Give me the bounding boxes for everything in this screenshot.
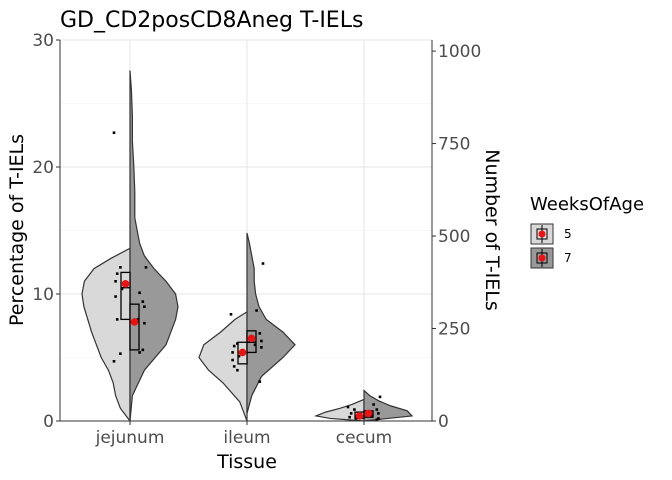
point-cecum-week-7: [375, 418, 379, 422]
legend-label-week-5: 5: [564, 227, 572, 241]
violin-jejunum-week-5: [81, 247, 131, 423]
y2-tick-label: 0: [438, 412, 449, 432]
axes: 0 10 20 30 0 250 500 750 1000 jejunum ileum cecum: [32, 31, 481, 448]
legend-key-mean: [538, 230, 546, 238]
mean-cecum-week-7: [364, 409, 373, 418]
legend-label-week-7: 7: [564, 251, 572, 265]
violin-ileum-week-5: [198, 310, 248, 422]
chart-title: GD_CD2posCD8Aneg T-IELs: [60, 8, 363, 33]
mean-cecum-week-5: [355, 412, 364, 420]
mean-ileum-week-5: [238, 348, 247, 357]
point-jejunum-week-5: [112, 131, 116, 135]
violins: [81, 70, 414, 423]
point-jejunum-week-7: [143, 321, 146, 325]
point-ileum-week-5: [236, 342, 239, 345]
y-axis-label: Percentage of T-IELs: [6, 134, 28, 326]
point-jejunum-week-7: [143, 305, 146, 308]
point-ileum-week-7: [255, 309, 258, 312]
secondary-y-axis-label: Number of T-IELs: [481, 149, 503, 311]
point-jejunum-week-5: [115, 318, 119, 321]
point-cecum-week-7: [370, 414, 374, 418]
mean-jejunum-week-5: [121, 280, 130, 288]
point-jejunum-week-7: [138, 291, 141, 295]
point-ileum-week-5: [229, 313, 233, 316]
mean-ileum-week-7: [247, 334, 256, 343]
y-tick-label: 30: [32, 31, 54, 51]
point-jejunum-week-5: [114, 280, 117, 283]
y2-tick-label: 1000: [438, 42, 481, 62]
violin-ileum-week-7: [246, 232, 296, 414]
point-cecum-week-5: [349, 412, 353, 415]
box-jejunum-week-5: [120, 271, 131, 321]
x-axis-label: Tissue: [216, 451, 277, 473]
point-ileum-week-5: [237, 354, 241, 358]
point-cecum-week-7: [377, 412, 380, 415]
point-ileum-week-7: [253, 343, 257, 347]
y2-tick-label: 250: [438, 320, 470, 340]
point-cecum-week-5: [353, 408, 356, 411]
point-jejunum-week-7: [138, 351, 141, 354]
y2-tick-label: 500: [438, 227, 470, 247]
violin-jejunum-week-7: [129, 70, 179, 422]
point-ileum-week-5: [231, 351, 234, 354]
point-ileum-week-5: [231, 358, 234, 362]
point-jejunum-week-7: [141, 348, 145, 352]
point-ileum-week-7: [258, 380, 262, 383]
point-ileum-week-7: [261, 262, 265, 265]
point-ileum-week-5: [236, 368, 239, 372]
legend-key-mean: [538, 254, 546, 262]
point-ileum-week-7: [260, 346, 263, 349]
legend: WeeksOfAge 5 7: [530, 194, 644, 269]
point-cecum-week-5: [348, 415, 351, 419]
point-cecum-week-5: [346, 405, 350, 409]
point-cecum-week-7: [377, 417, 380, 420]
point-jejunum-week-5: [115, 272, 119, 275]
y-tick-label: 10: [32, 285, 54, 305]
legend-title: WeeksOfAge: [530, 194, 644, 215]
point-ileum-week-5: [232, 365, 236, 368]
point-jejunum-week-7: [136, 318, 140, 321]
x-tick-label: cecum: [336, 428, 393, 448]
point-jejunum-week-7: [144, 266, 148, 269]
point-jejunum-week-5: [120, 287, 124, 291]
point-ileum-week-7: [260, 339, 263, 343]
y2-tick-label: 750: [438, 135, 470, 155]
box-jejunum-week-7: [129, 303, 140, 351]
point-cecum-week-7: [375, 408, 379, 411]
point-ileum-week-7: [258, 332, 262, 335]
y-tick-label: 20: [32, 158, 54, 178]
data-points: [112, 131, 382, 422]
point-ileum-week-5: [232, 344, 236, 348]
violin-cecum-week-5: [313, 398, 365, 422]
x-tick-label: ileum: [223, 428, 270, 448]
y-tick-label: 0: [43, 412, 54, 432]
mean-jejunum-week-7: [130, 318, 139, 326]
point-jejunum-week-5: [119, 352, 122, 355]
point-cecum-week-7: [378, 395, 382, 399]
point-cecum-week-7: [372, 403, 375, 406]
x-tick-label: jejunum: [95, 428, 165, 448]
violin-cecum-week-7: [363, 389, 414, 422]
point-cecum-week-5: [354, 417, 358, 420]
point-jejunum-week-5: [112, 360, 116, 363]
point-jejunum-week-5: [119, 266, 122, 269]
point-jejunum-week-5: [114, 295, 117, 298]
point-jejunum-week-7: [141, 300, 145, 303]
